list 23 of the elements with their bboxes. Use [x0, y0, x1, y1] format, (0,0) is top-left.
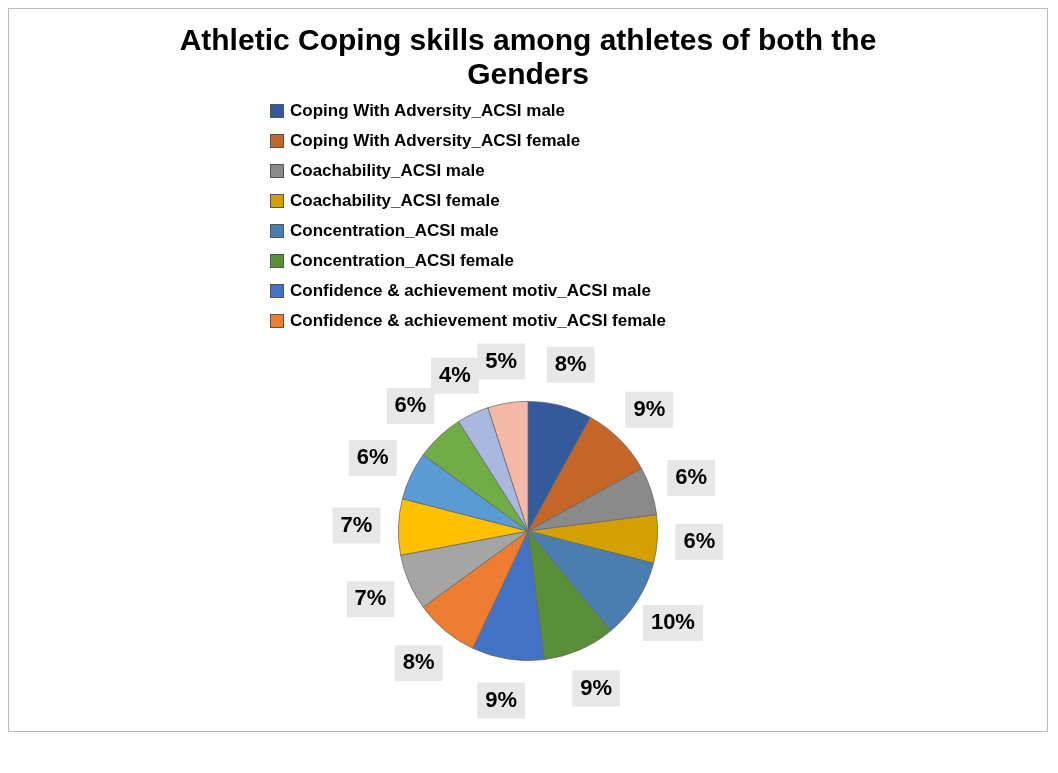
- data-label: 4%: [439, 361, 471, 387]
- data-label: 6%: [675, 464, 708, 490]
- data-label: 6%: [683, 527, 716, 553]
- legend-label: Confidence & achievement motiv_ACSI male: [289, 281, 651, 301]
- data-label: 10%: [650, 609, 695, 635]
- chart-title: Athletic Coping skills among athletes of both the Genders: [178, 22, 878, 92]
- data-label: 7%: [354, 585, 387, 611]
- legend-label: Concentration_ACSI male: [289, 221, 499, 241]
- data-label: 7%: [340, 511, 373, 537]
- data-label: 8%: [402, 649, 435, 675]
- data-label: 9%: [633, 395, 666, 421]
- legend-label: Coachability_ACSI female: [289, 191, 500, 211]
- data-label: 9%: [580, 674, 613, 700]
- data-label: 9%: [485, 686, 518, 712]
- legend-label: Coping With Adversity_ACSI male: [289, 101, 566, 121]
- legend-label: Coping With Adversity_ACSI female: [289, 131, 581, 151]
- data-label: 5%: [485, 347, 518, 373]
- legend-label: Coachability_ACSI male: [289, 161, 485, 181]
- legend-label: Concentration_ACSI female: [289, 251, 514, 271]
- data-label: 6%: [356, 443, 389, 469]
- data-label: 8%: [554, 350, 587, 376]
- legend-label: Confidence & achievement motiv_ACSI female: [289, 311, 666, 331]
- data-label: 6%: [394, 391, 427, 417]
